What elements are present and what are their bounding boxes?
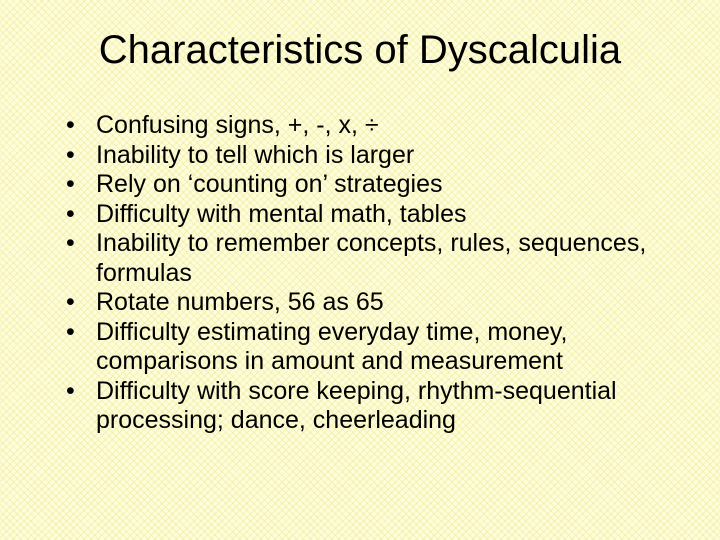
- slide: Characteristics of Dyscalculia Confusing…: [0, 0, 720, 540]
- list-item: Inability to tell which is larger: [66, 141, 676, 171]
- list-item: Difficulty estimating everyday time, mon…: [66, 318, 676, 377]
- list-item: Confusing signs, +, -, x, ÷: [66, 111, 676, 141]
- list-item: Rotate numbers, 56 as 65: [66, 288, 676, 318]
- list-item: Difficulty with score keeping, rhythm-se…: [66, 377, 676, 436]
- slide-title: Characteristics of Dyscalculia: [44, 28, 676, 73]
- list-item: Inability to remember concepts, rules, s…: [66, 229, 676, 288]
- bullet-list: Confusing signs, +, -, x, ÷ Inability to…: [44, 111, 676, 436]
- list-item: Difficulty with mental math, tables: [66, 200, 676, 230]
- list-item: Rely on ‘counting on’ strategies: [66, 170, 676, 200]
